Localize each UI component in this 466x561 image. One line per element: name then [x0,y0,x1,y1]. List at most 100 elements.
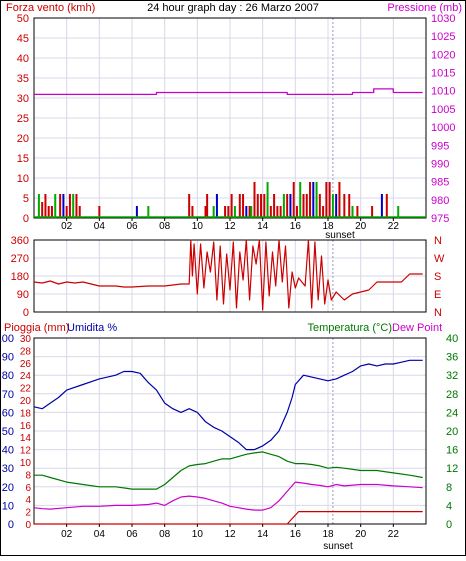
wind-bar-39 [279,206,282,218]
pressure-tick-1015: 1015 [431,68,455,80]
wind-bar-41 [286,194,289,218]
pressure-tick-985: 985 [431,177,449,189]
wind-bar-64 [385,194,388,218]
wind-xtick-label-10: 10 [192,221,204,232]
wind-bar-10 [72,194,75,218]
wind-bar-55 [331,194,334,218]
rain-tick-30: 30 [20,334,32,345]
wind-bar-28 [245,206,248,218]
wind-xtick-label-12: 12 [224,221,236,232]
temperature-tick-40: 40 [446,333,458,345]
rain-axis-label: Pioggia (mm) [4,322,69,334]
wind-bar-27 [242,194,245,218]
rain-tick-20: 20 [20,396,32,407]
wind-bar-30 [250,206,253,218]
rain-tick-8: 8 [25,470,31,481]
pressure-tick-1020: 1020 [431,49,455,61]
wind-bar-8 [65,206,68,218]
wind-bar-43 [292,182,295,218]
wind-bar-4 [50,206,53,218]
wind-bar-1 [41,202,44,218]
temp-xtick-label-12: 12 [224,529,236,540]
wind-bar-44 [295,206,298,218]
temp-xtick-label-20: 20 [355,529,367,540]
rain-tick-18: 18 [20,408,32,419]
wind-bar-2 [44,194,47,218]
rain-tick-16: 16 [20,421,32,432]
humidity-tick-80: 80 [2,370,14,382]
wind-bar-56 [335,194,338,218]
wind-bar-32 [256,194,259,218]
wind-bar-35 [266,182,269,218]
wind-xtick-label-18: 18 [322,221,334,232]
humidity-axis-label: Umidita % [67,322,117,334]
direction-tick-270: 270 [11,253,29,265]
chart-title: 24 hour graph day : 26 Marzo 2007 [147,2,319,14]
pressure-axis-label: Pressione (mb) [387,2,462,14]
wind-bar-65 [397,206,400,218]
pressure-tick-975: 975 [431,213,449,225]
wind-bar-3 [47,206,50,218]
rain-tick-28: 28 [20,346,32,357]
wind-xtick-label-16: 16 [290,221,302,232]
wind-bar-16 [188,194,191,218]
temperature-tick-12: 12 [446,463,458,475]
wind-bar-26 [238,194,241,218]
wind-bar-14 [135,206,138,218]
wind-bar-0 [37,194,40,218]
wind-bar-17 [191,206,194,218]
direction-line [33,239,423,311]
wind-bar-11 [75,194,78,218]
dewpoint-line [33,481,423,511]
wind-tick-10: 10 [17,173,29,185]
wind-tick-0: 0 [23,213,29,225]
temp-xtick-label-04: 04 [94,529,106,540]
sunset-annotation-bottom: sunset [323,541,353,552]
temperature-tick-32: 32 [446,370,458,382]
wind-bar-13 [98,206,101,218]
wind-bar-42 [289,194,292,218]
rain-tick-24: 24 [20,371,32,382]
dewpoint-axis-label: Dew Point [392,322,442,334]
rain-tick-2: 2 [25,508,31,519]
wind-bar-15 [147,206,150,218]
rain-tick-6: 6 [25,483,31,494]
humidity-tick-0: 0 [8,519,14,531]
rain-tick-26: 26 [20,359,32,370]
humidity-tick-70: 70 [2,389,14,401]
temperature-tick-24: 24 [446,407,458,419]
wind-tick-25: 25 [17,113,29,125]
temp-xtick-label-14: 14 [257,529,269,540]
wind-xtick-label-02: 02 [61,221,73,232]
wind-tick-45: 45 [17,33,29,45]
wind-bar-38 [276,206,279,218]
pressure-tick-1005: 1005 [431,104,455,116]
temp-xtick-label-18: 18 [322,529,334,540]
compass-tick-2: S [434,271,441,283]
wind-bar-61 [356,206,359,218]
wind-bar-25 [233,206,236,218]
wind-tick-35: 35 [17,73,29,85]
wind-tick-30: 30 [17,93,29,105]
direction-tick-90: 90 [17,289,29,301]
humidity-tick-50: 50 [2,426,14,438]
wind-bar-57 [338,182,341,218]
temperature-tick-4: 4 [446,500,452,512]
wind-bar-45 [299,182,302,218]
wind-bar-9 [68,194,71,218]
rain-tick-4: 4 [25,495,31,506]
wind-bar-29 [248,206,251,218]
pressure-tick-1025: 1025 [431,31,455,43]
direction-tick-360: 360 [11,235,29,247]
compass-tick-3: W [434,253,445,265]
wind-xtick-label-06: 06 [126,221,138,232]
wind-bar-47 [305,194,308,218]
rain-line [34,511,423,525]
wind-bar-23 [227,206,230,218]
wind-bar-60 [351,206,354,218]
wind-xtick-label-08: 08 [159,221,171,232]
wind-bar-49 [312,182,315,218]
wind-bar-58 [343,194,346,218]
